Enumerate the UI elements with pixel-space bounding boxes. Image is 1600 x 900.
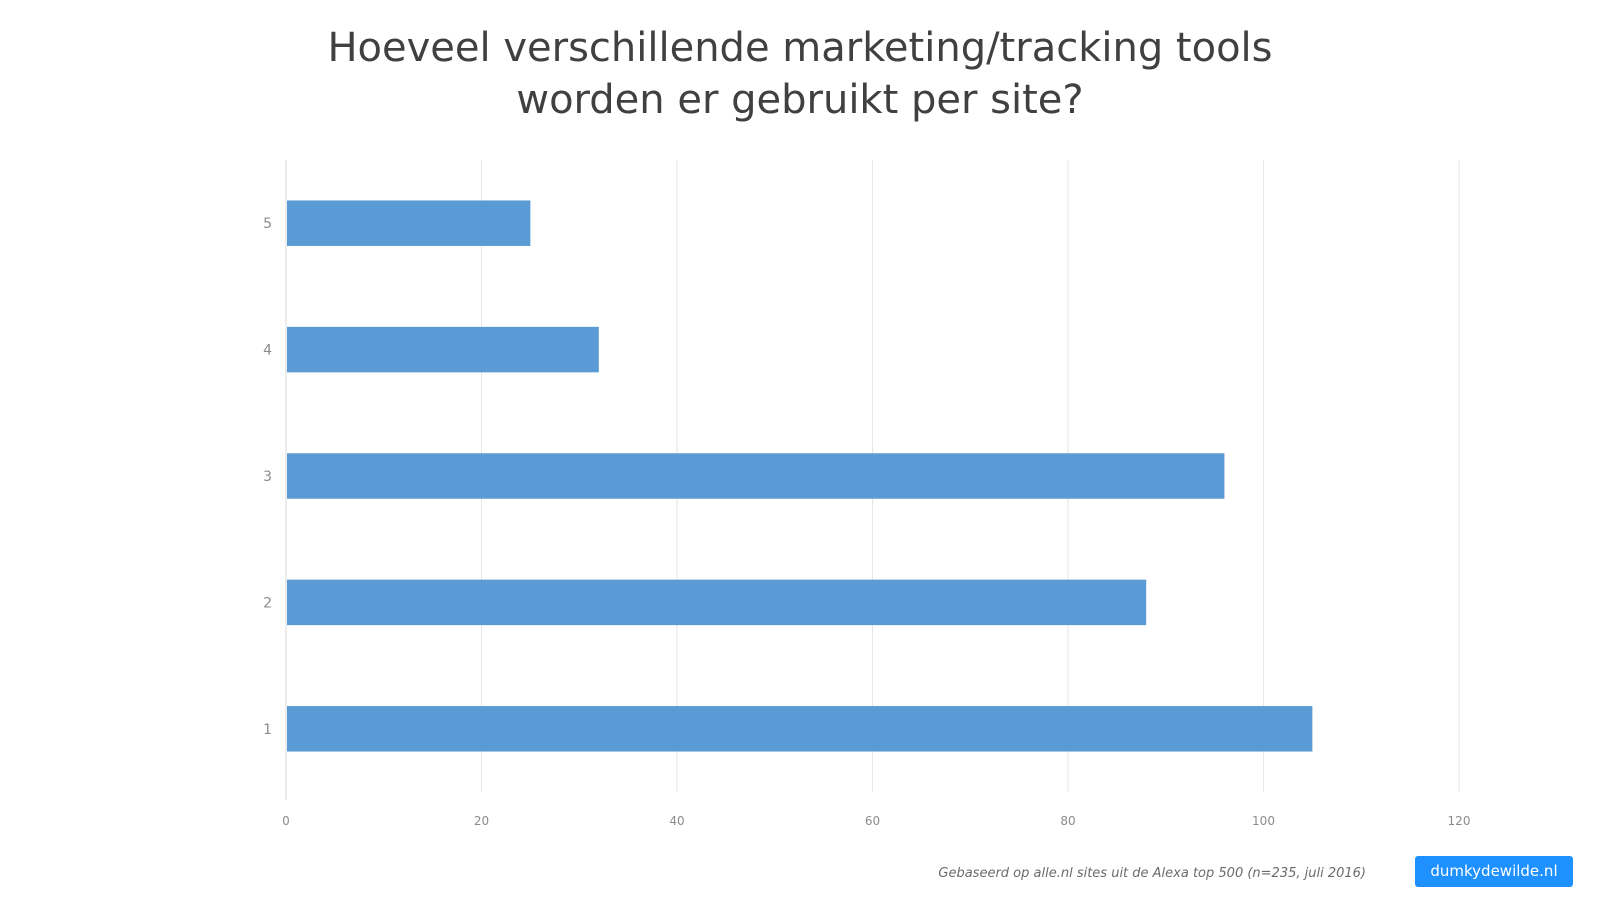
y-category-label: 4 xyxy=(263,343,272,359)
bar xyxy=(287,579,1147,626)
bar xyxy=(287,200,531,246)
x-tick-label: 60 xyxy=(865,814,880,828)
y-category-label: 1 xyxy=(263,722,272,738)
source-footnote: Gebaseerd op alle.nl sites uit de Alexa … xyxy=(938,866,1366,881)
x-tick-label: 120 xyxy=(1448,814,1471,828)
x-tick-label: 100 xyxy=(1252,814,1275,828)
x-tick-label: 80 xyxy=(1060,814,1075,828)
bar xyxy=(287,326,599,373)
x-tick-label: 20 xyxy=(474,814,489,828)
y-category-label: 5 xyxy=(263,216,272,232)
bar xyxy=(287,706,1313,752)
x-tick-label: 40 xyxy=(669,814,684,828)
brand-badge[interactable]: dumkydewilde.nl xyxy=(1415,856,1573,887)
x-tick-label: 0 xyxy=(282,814,290,828)
bar xyxy=(287,453,1225,499)
y-category-label: 2 xyxy=(263,595,272,611)
chart-title: Hoeveel verschillende marketing/tracking… xyxy=(327,25,1273,123)
y-category-label: 3 xyxy=(263,469,272,485)
